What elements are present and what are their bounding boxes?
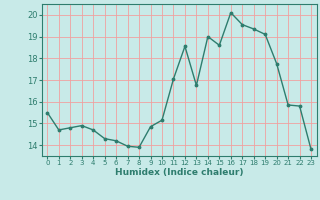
X-axis label: Humidex (Indice chaleur): Humidex (Indice chaleur) [115,168,244,177]
